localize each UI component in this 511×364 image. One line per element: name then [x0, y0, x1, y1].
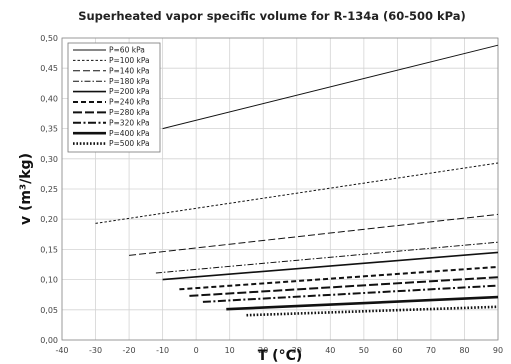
x-tick-label: 90 [493, 346, 503, 355]
y-tick-label: 0,15 [40, 245, 58, 254]
x-tick-label: 20 [258, 346, 268, 355]
series-line-4 [155, 241, 499, 274]
series-line-2 [95, 162, 499, 224]
y-tick-label: 0,00 [40, 336, 58, 345]
series-lines [95, 44, 499, 317]
plot-area [61, 37, 499, 341]
series-line-10 [246, 305, 499, 317]
y-tick-label: 0,30 [40, 155, 58, 164]
legend-entry: P=500 kPa [109, 139, 150, 148]
legend-entry: P=60 kPa [109, 46, 145, 55]
y-tick-label: 0,25 [40, 185, 58, 194]
y-tick-label: 0,45 [40, 64, 58, 73]
y-tick-label: 0,50 [40, 34, 58, 43]
legend-entry: P=100 kPa [109, 56, 150, 65]
chart-title: Superheated vapor specific volume for R-… [78, 9, 466, 23]
x-tick-label: -30 [89, 346, 102, 355]
x-axis-ticks: -40 -30 -20 -10 0 10 20 30 40 50 60 70 80 90 [55, 346, 503, 355]
y-tick-label: 0,40 [40, 94, 58, 103]
x-tick-label: 30 [292, 346, 302, 355]
legend-entry: P=200 kPa [109, 87, 150, 96]
series-line-8 [202, 284, 499, 303]
x-tick-label: 50 [359, 346, 369, 355]
legend-entry: P=320 kPa [109, 118, 150, 127]
x-tick-label: 0 [194, 346, 199, 355]
x-axis-label: T (°C) [258, 348, 303, 364]
x-tick-label: 80 [459, 346, 469, 355]
legend-entry: P=400 kPa [109, 129, 150, 138]
x-tick-label: -40 [55, 346, 68, 355]
series-line-1 [162, 44, 499, 130]
x-tick-label: -20 [123, 346, 136, 355]
series-line-3 [129, 213, 499, 256]
legend-entry: P=240 kPa [109, 98, 150, 107]
x-tick-label: 60 [392, 346, 402, 355]
series-line-6 [179, 265, 499, 291]
y-tick-label: 0,10 [40, 276, 58, 285]
y-tick-label: 0,20 [40, 215, 58, 224]
legend-entry: P=140 kPa [109, 66, 150, 75]
legend-entry: P=280 kPa [109, 108, 150, 117]
x-tick-label: -10 [156, 346, 169, 355]
series-line-7 [189, 276, 499, 297]
series-line-9 [226, 295, 499, 311]
series-line-5 [162, 251, 499, 281]
x-tick-label: 70 [426, 346, 436, 355]
x-tick-label: 10 [225, 346, 235, 355]
y-axis-ticks: 0,00 0,05 0,10 0,15 0,20 0,25 0,30 0,35 0,40 0,45… [40, 34, 58, 345]
y-tick-label: 0,35 [40, 125, 58, 134]
y-tick-label: 0,05 [40, 306, 58, 315]
y-axis-label: v (m³/kg) [18, 153, 34, 225]
x-tick-label: 40 [325, 346, 335, 355]
legend-entry: P=180 kPa [109, 77, 150, 86]
